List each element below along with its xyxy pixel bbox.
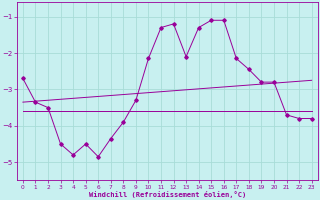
X-axis label: Windchill (Refroidissement éolien,°C): Windchill (Refroidissement éolien,°C) (89, 191, 246, 198)
